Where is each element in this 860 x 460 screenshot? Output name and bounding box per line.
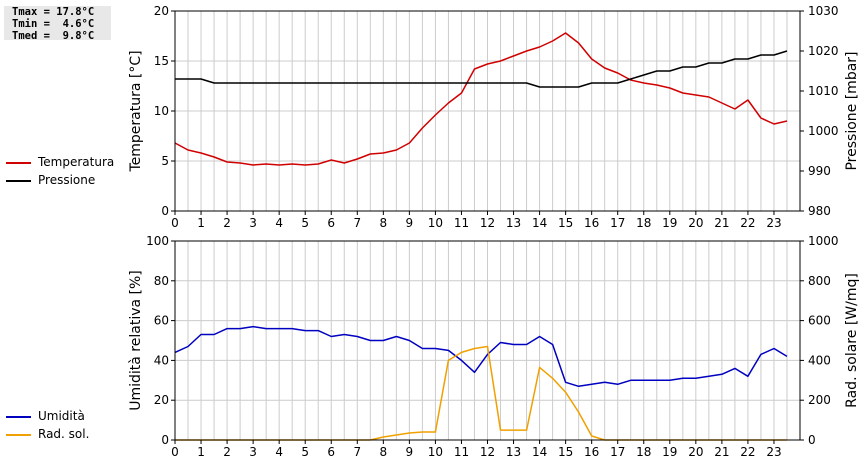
bottom-y-right-title: Rad. solare [W/mq] <box>844 273 860 408</box>
top-x-tick-label: 6 <box>327 216 335 230</box>
bottom-y-left-tick-label: 60 <box>154 314 169 328</box>
legend-label-rad-sol: Rad. sol. <box>38 427 90 441</box>
top-y-left-tick-label: 15 <box>154 54 169 68</box>
top-x-tick-label: 10 <box>428 216 443 230</box>
bottom-y-left-title: Umidità relativa [%] <box>128 270 144 411</box>
top-y-right-tick-label: 980 <box>808 204 831 218</box>
top-y-left-tick-label: 0 <box>161 204 169 218</box>
top-x-tick-label: 19 <box>662 216 677 230</box>
tmin-text: Tmin = 4.6°C <box>12 18 95 30</box>
bottom-y-left-tick-label: 0 <box>161 433 169 447</box>
bottom-x-tick-label: 4 <box>275 445 283 459</box>
bottom-y-left-tick-label: 20 <box>154 393 169 407</box>
bottom-x-tick-label: 17 <box>610 445 625 459</box>
bottom-x-tick-label: 1 <box>197 445 205 459</box>
top-x-tick-label: 17 <box>610 216 625 230</box>
top-series-temperatura <box>174 32 788 166</box>
top-x-tick-label: 15 <box>558 216 573 230</box>
legend-label-umidita: Umidità <box>38 409 85 423</box>
bottom-x-tick-label: 10 <box>428 445 443 459</box>
bottom-x-tick-label: 20 <box>688 445 703 459</box>
bottom-y-right-tick-label: 800 <box>808 274 831 288</box>
top-x-tick-label: 18 <box>636 216 651 230</box>
top-y-left-tick-label: 5 <box>161 154 169 168</box>
bottom-x-tick-label: 7 <box>353 445 361 459</box>
bottom-x-tick-label: 2 <box>223 445 231 459</box>
top-y-right-title: Pressione [mbar] <box>844 51 860 170</box>
legend-swatch-rad-sol <box>6 434 31 436</box>
top-x-tick-label: 5 <box>301 216 309 230</box>
top-y-right-tick-label: 1010 <box>808 84 839 98</box>
top-y-right-tick-label: 990 <box>808 164 831 178</box>
top-x-tick-label: 20 <box>688 216 703 230</box>
bottom-x-tick-label: 9 <box>406 445 414 459</box>
top-x-tick-label: 14 <box>532 216 547 230</box>
top-y-right-tick-label: 1030 <box>808 4 839 18</box>
bottom-x-tick-label: 0 <box>171 445 179 459</box>
top-x-tick-label: 4 <box>275 216 283 230</box>
bottom-y-right-tick-label: 0 <box>808 433 816 447</box>
legend-swatch-umidita <box>6 416 31 418</box>
top-x-tick-label: 13 <box>506 216 521 230</box>
bottom-y-right-tick-label: 400 <box>808 353 831 367</box>
top-x-tick-label: 23 <box>766 216 781 230</box>
bottom-x-tick-label: 18 <box>636 445 651 459</box>
bottom-x-tick-label: 21 <box>714 445 729 459</box>
bottom-y-left-tick-label: 40 <box>154 353 169 367</box>
bottom-y-right-tick-label: 600 <box>808 314 831 328</box>
bottom-x-tick-label: 6 <box>327 445 335 459</box>
top-x-tick-label: 0 <box>171 216 179 230</box>
legend-label-temperatura: Temperatura <box>38 155 115 169</box>
legend-label-pressione: Pressione <box>38 173 96 187</box>
bottom-x-tick-label: 11 <box>454 445 469 459</box>
top-series-pressione <box>175 50 788 88</box>
top-x-tick-label: 16 <box>584 216 599 230</box>
bottom-x-tick-label: 14 <box>532 445 547 459</box>
top-x-tick-label: 12 <box>480 216 495 230</box>
stats-box: Tmax = 17.8°C Tmin = 4.6°C Tmed = 9.8°C <box>4 6 111 42</box>
bottom-x-tick-label: 16 <box>584 445 599 459</box>
bottom-y-left-tick-label: 80 <box>154 274 169 288</box>
bottom-x-tick-label: 23 <box>766 445 781 459</box>
tmed-text: Tmed = 9.8°C <box>12 30 95 42</box>
bottom-x-tick-label: 15 <box>558 445 573 459</box>
bottom-x-tick-label: 3 <box>249 445 257 459</box>
top-x-tick-label: 11 <box>454 216 469 230</box>
bottom-y-right-tick-label: 1000 <box>808 234 839 248</box>
bottom-x-tick-label: 12 <box>480 445 495 459</box>
bottom-x-tick-label: 13 <box>506 445 521 459</box>
bottom-x-tick-label: 8 <box>380 445 388 459</box>
legend-swatch-pressione <box>6 180 31 182</box>
top-x-tick-label: 8 <box>380 216 388 230</box>
tmax-text: Tmax = 17.8°C <box>12 6 95 18</box>
top-x-tick-label: 1 <box>197 216 205 230</box>
top-x-tick-label: 9 <box>406 216 414 230</box>
bottom-y-right-tick-label: 200 <box>808 393 831 407</box>
top-x-tick-label: 3 <box>249 216 257 230</box>
top-x-tick-label: 7 <box>353 216 361 230</box>
bottom-y-left-tick-label: 100 <box>146 234 169 248</box>
top-y-left-tick-label: 20 <box>154 4 169 18</box>
top-y-left-tick-label: 10 <box>154 104 169 118</box>
top-y-left-title: Temperatura [°C] <box>128 50 144 172</box>
bottom-x-tick-label: 22 <box>740 445 755 459</box>
top-x-tick-label: 2 <box>223 216 231 230</box>
bottom-x-tick-label: 5 <box>301 445 309 459</box>
top-x-tick-label: 21 <box>714 216 729 230</box>
legend-swatch-temperatura <box>6 162 31 164</box>
bottom-x-tick-label: 19 <box>662 445 677 459</box>
top-y-right-tick-label: 1020 <box>808 44 839 58</box>
top-y-right-tick-label: 1000 <box>808 124 839 138</box>
bottom-series-umidit <box>174 325 788 388</box>
top-x-tick-label: 22 <box>740 216 755 230</box>
